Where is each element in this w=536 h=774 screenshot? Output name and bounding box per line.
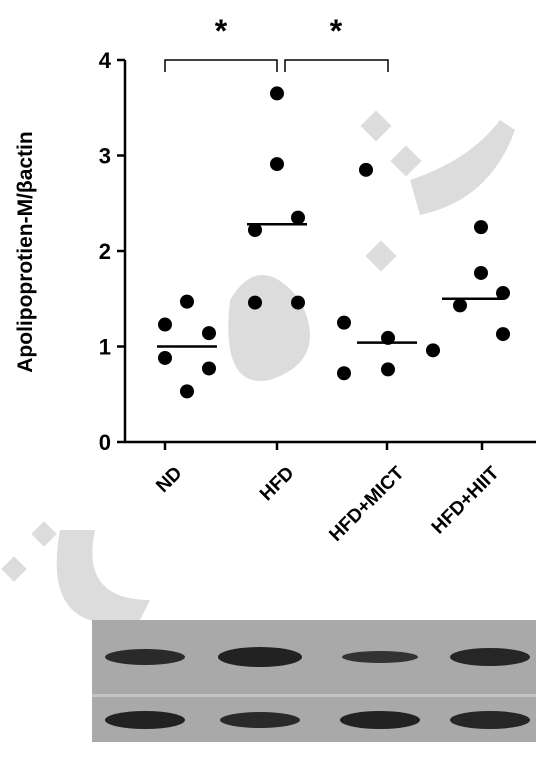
figure: Apolipoprotien-M/βactin * * 0 1 2 3 4 ND HFD HF…: [0, 0, 536, 769]
watermark-shape: [228, 275, 310, 381]
blot-band: [105, 711, 185, 729]
watermark-shape: [57, 530, 150, 623]
y-tick-label: 0: [99, 430, 111, 455]
data-point: [158, 351, 172, 365]
data-point: [158, 318, 172, 332]
significance-star: *: [330, 13, 343, 49]
y-tick-label: 1: [99, 335, 111, 360]
data-point: [202, 361, 216, 375]
data-point: [453, 298, 467, 312]
blot-divider: [92, 694, 536, 697]
watermark-shape: [390, 145, 421, 176]
data-point: [291, 296, 305, 310]
data-point: [337, 366, 351, 380]
data-point: [202, 326, 216, 340]
x-tick-label: HFD+HIIT: [428, 462, 504, 538]
data-point: [337, 316, 351, 330]
y-axis-label: Apolipoprotien-M/βactin: [14, 131, 37, 372]
blot-band: [220, 712, 300, 728]
x-tick-label: HFD+MICT: [325, 462, 408, 545]
y-tick-label: 3: [99, 144, 111, 169]
data-point: [359, 163, 373, 177]
bracket: [285, 60, 388, 72]
data-point: [248, 296, 262, 310]
data-point: [474, 266, 488, 280]
significance-brackets: [165, 60, 388, 72]
data-point: [496, 327, 510, 341]
watermark-shape: [365, 240, 396, 271]
blot-band: [450, 648, 530, 666]
data-point: [381, 362, 395, 376]
data-point: [291, 211, 305, 225]
x-tick-label: HFD: [256, 463, 298, 505]
data-point: [474, 220, 488, 234]
data-point: [180, 384, 194, 398]
western-blot: [92, 620, 536, 742]
watermark-shape: [410, 120, 515, 215]
blot-band: [450, 711, 530, 729]
blot-band: [218, 647, 302, 667]
data-point: [270, 86, 284, 100]
blot-band: [340, 711, 420, 729]
blot-band: [342, 651, 418, 663]
watermark-shape: [360, 110, 391, 141]
data-point: [426, 343, 440, 357]
data-point: [270, 157, 284, 171]
y-tick-label: 4: [99, 48, 112, 73]
watermark-shape: [31, 521, 56, 546]
data-point: [180, 295, 194, 309]
watermark-shape: [1, 556, 26, 581]
watermark: [1, 110, 515, 623]
blot-band: [105, 649, 185, 665]
bracket: [165, 60, 277, 72]
y-tick-label: 2: [99, 239, 111, 264]
significance-star: *: [215, 13, 228, 49]
x-tick-label: ND: [152, 463, 186, 497]
